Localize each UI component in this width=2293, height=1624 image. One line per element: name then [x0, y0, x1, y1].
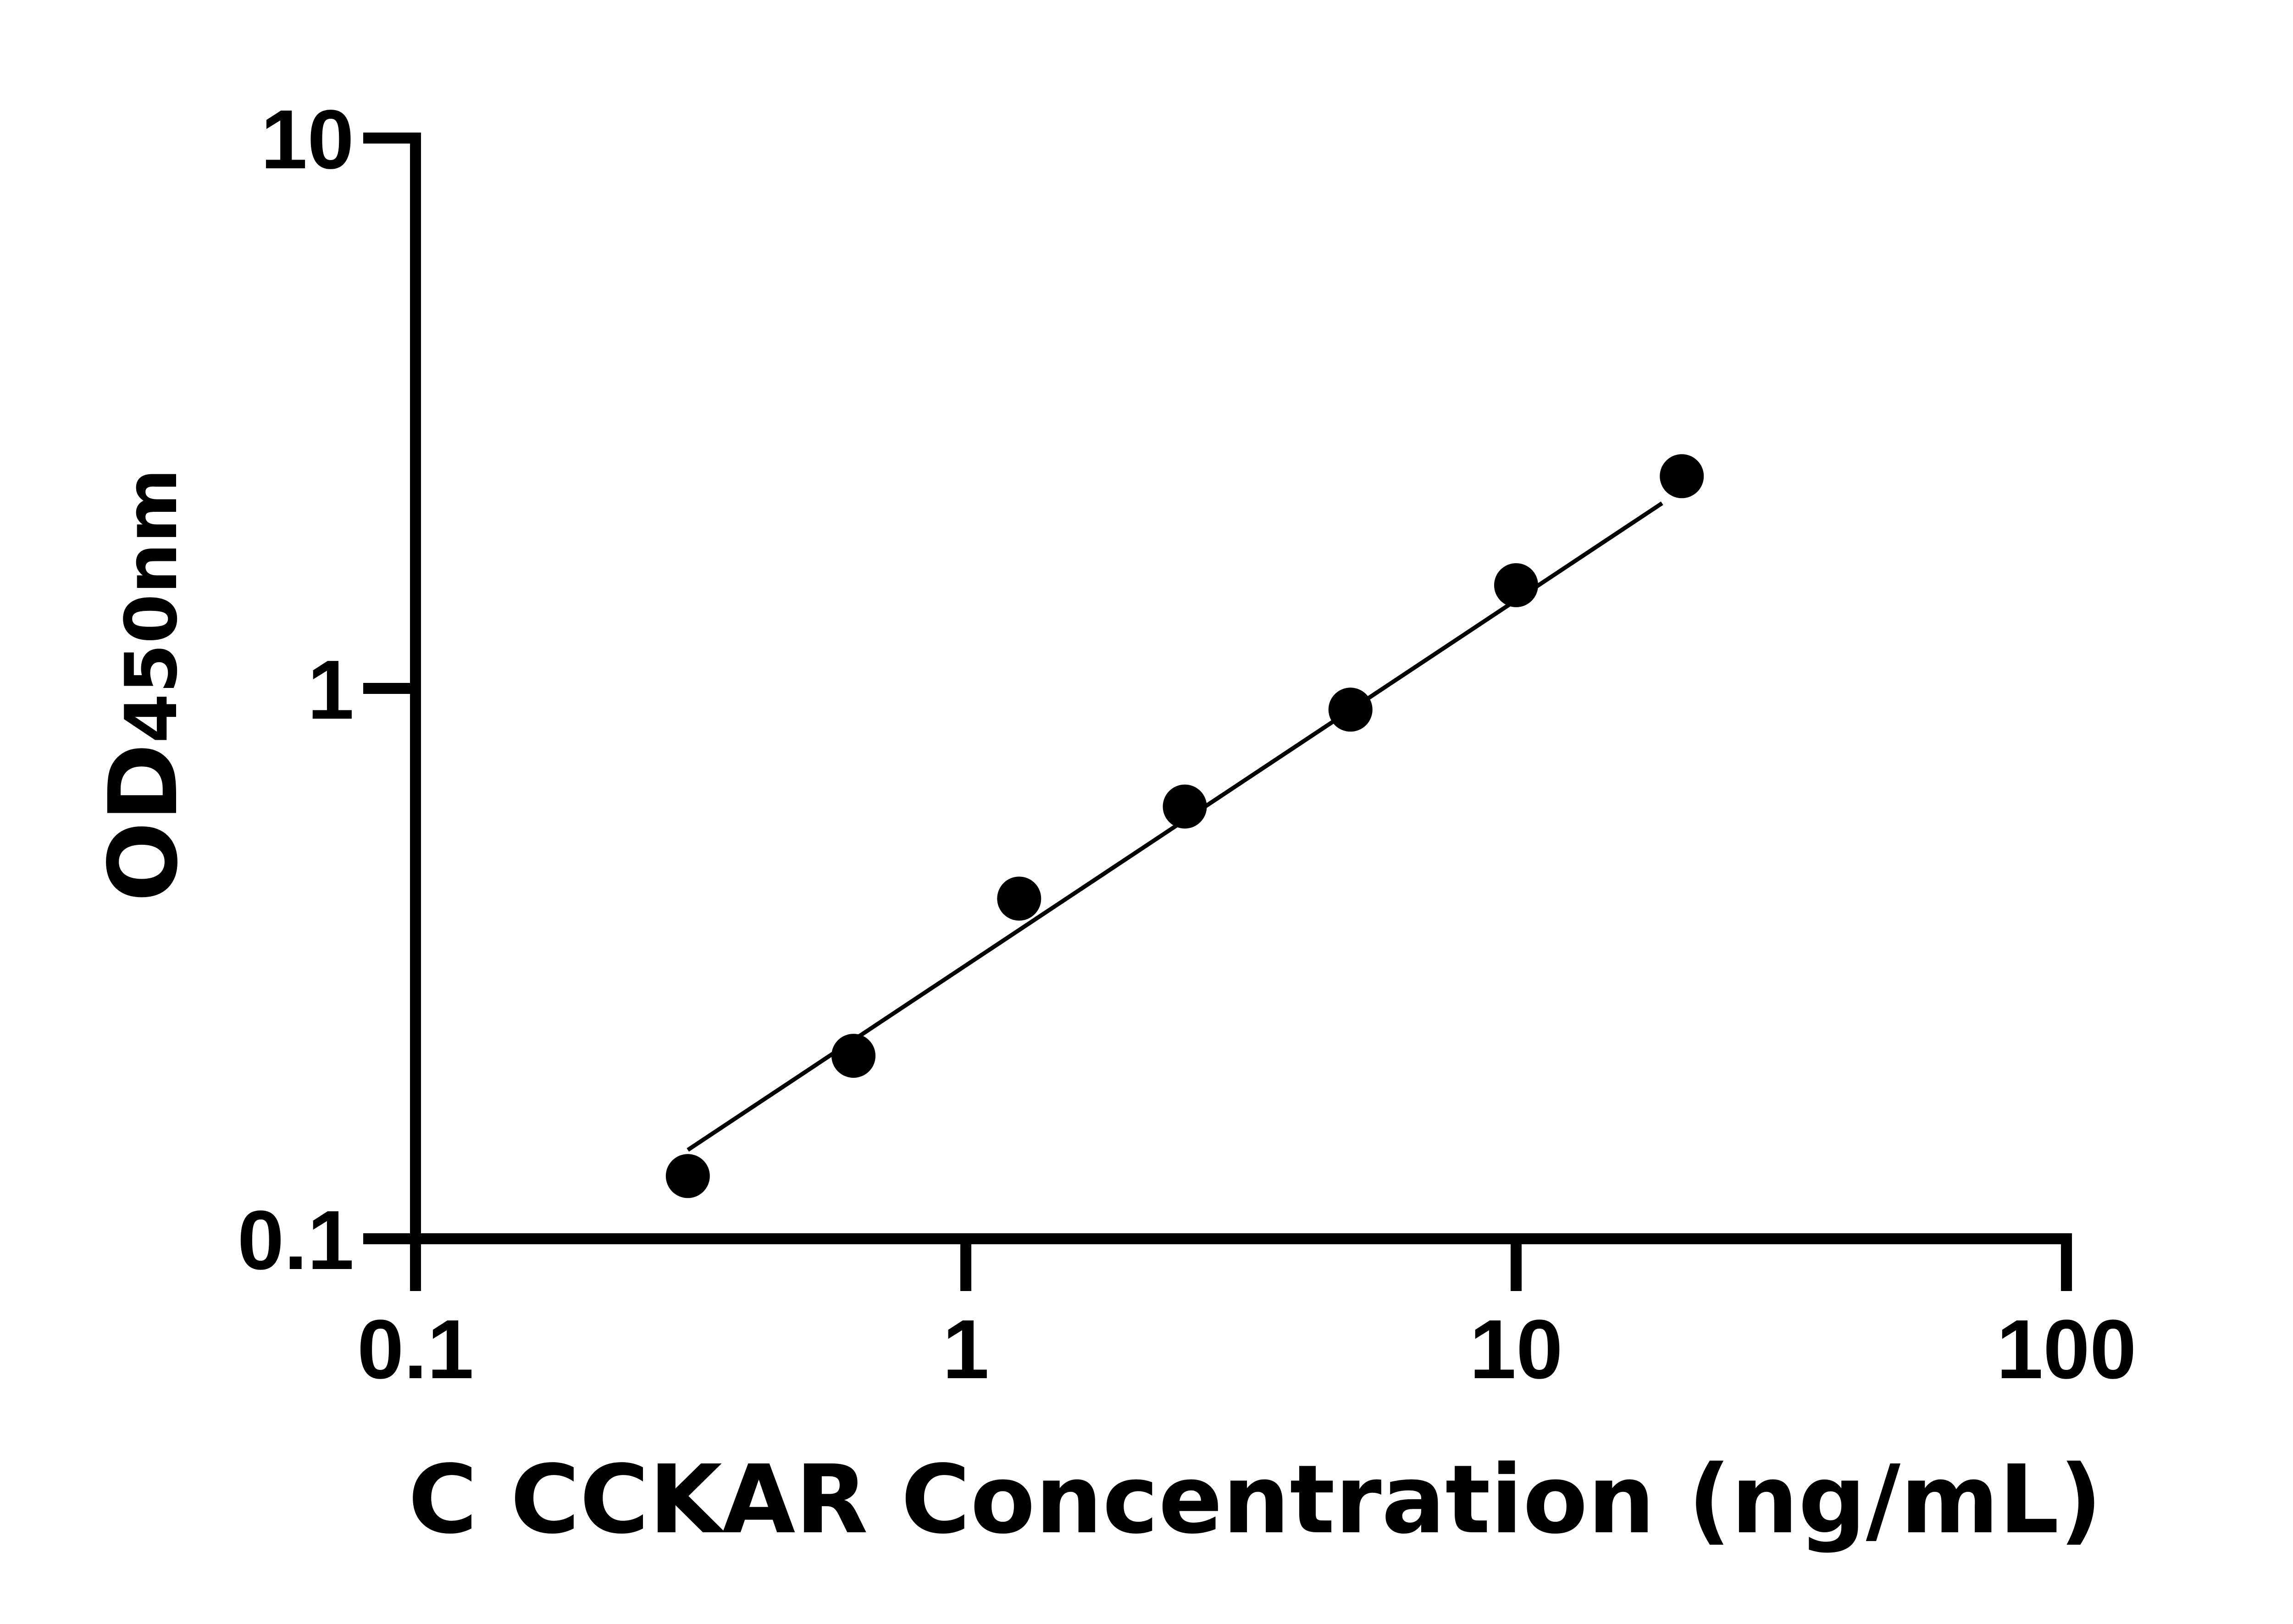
data-point [1660, 454, 1704, 499]
data-point [1328, 687, 1373, 732]
y-axis-title: OD450nm [89, 468, 199, 902]
data-point [831, 1034, 876, 1078]
x-tick-label: 0.1 [357, 1302, 474, 1396]
data-point [1163, 784, 1207, 829]
x-axis-title: C CCKAR Concentration (ng/mL) [408, 1445, 2102, 1555]
data-point [997, 876, 1041, 921]
x-tick-label: 10 [1469, 1302, 1563, 1396]
data-point [665, 1154, 710, 1198]
x-axis-ticks: 0.1 1 10 100 [357, 1233, 2137, 1396]
x-tick-label: 100 [1996, 1302, 2136, 1396]
y-axis-title-main: OD [89, 743, 199, 902]
x-tick-label: 1 [942, 1302, 989, 1396]
y-tick-label: 0.1 [238, 1193, 354, 1287]
y-axis-title-sub: 450nm [110, 468, 193, 743]
axes [410, 133, 2072, 1244]
data-point [1494, 563, 1538, 607]
y-axis-ticks: 0.1 1 10 [238, 92, 421, 1287]
data-points [665, 454, 1704, 1198]
y-tick-label: 1 [307, 643, 354, 737]
y-tick-label: 10 [260, 92, 354, 186]
